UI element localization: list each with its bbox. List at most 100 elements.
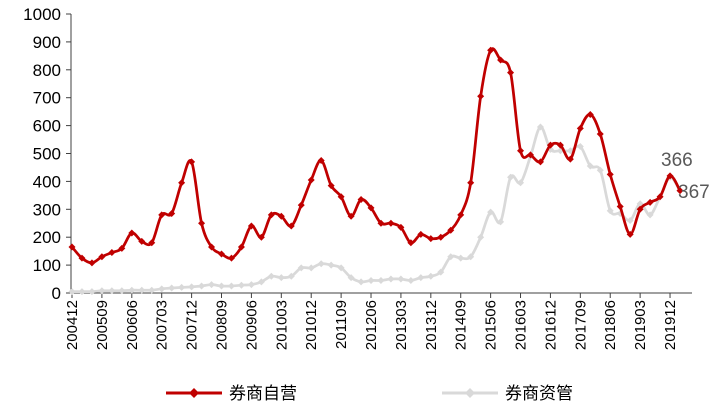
data-point [497, 218, 505, 226]
legend-item-asset-mgmt: 券商资管 [442, 384, 573, 403]
x-tick-label: 200906 [243, 300, 260, 350]
y-tick-label: 600 [33, 117, 61, 136]
data-point [357, 196, 365, 204]
y-axis-ticks: 0 100 200 300 400 500 600 700 800 900 1000 [23, 5, 71, 303]
data-point [88, 288, 96, 296]
x-tick-label: 201612 [542, 300, 559, 350]
y-tick-label: 100 [33, 256, 61, 275]
x-tick-label: 200412 [64, 300, 81, 350]
data-point [397, 275, 405, 283]
data-point [297, 264, 305, 272]
data-point [287, 222, 295, 230]
data-point [188, 158, 196, 166]
data-point [397, 223, 405, 231]
data-point [646, 198, 654, 206]
data-point [427, 272, 435, 280]
data-point [626, 230, 634, 238]
data-point [227, 254, 235, 262]
end-label-asset-mgmt: 366 [661, 150, 693, 171]
data-point [178, 283, 186, 291]
x-tick-label: 200809 [214, 300, 231, 350]
data-point [208, 243, 216, 251]
x-tick-label: 201303 [393, 300, 410, 350]
data-point [457, 254, 465, 262]
x-tick-label: 201012 [303, 300, 320, 350]
data-point [88, 259, 96, 267]
chart-axes [70, 14, 692, 294]
data-point [596, 166, 604, 174]
data-point [387, 219, 395, 227]
data-point [507, 69, 515, 77]
data-point [118, 287, 126, 295]
data-point [546, 141, 554, 149]
data-point [327, 261, 335, 269]
x-tick-label: 201003 [273, 300, 290, 350]
data-point [208, 281, 216, 289]
data-point [218, 282, 226, 290]
x-tick-label: 201903 [632, 300, 649, 350]
data-point [487, 46, 495, 54]
x-tick-label: 201206 [363, 300, 380, 350]
end-labels: 366 367 [661, 150, 710, 203]
data-point [307, 176, 315, 184]
y-tick-label: 900 [33, 33, 61, 52]
data-point [666, 172, 674, 180]
data-point [78, 254, 86, 262]
series-asset-mgmt [68, 123, 684, 296]
data-point [158, 211, 166, 219]
data-point [536, 158, 544, 166]
y-tick-label: 200 [33, 228, 61, 247]
legend-marker-proprietary [189, 388, 199, 398]
data-point [447, 226, 455, 234]
data-point [377, 219, 385, 227]
series-proprietary [68, 46, 684, 267]
data-point [586, 162, 594, 170]
data-point [337, 264, 345, 272]
y-tick-label: 0 [52, 284, 61, 303]
legend: 券商自营 券商资管 [166, 384, 573, 403]
data-point [257, 278, 265, 286]
data-point [487, 208, 495, 216]
data-point [417, 230, 425, 238]
data-point [427, 235, 435, 243]
data-point [327, 182, 335, 190]
end-label-proprietary: 367 [678, 182, 710, 203]
data-point [138, 286, 146, 294]
data-point [347, 212, 355, 220]
y-tick-label: 1000 [23, 5, 61, 24]
data-point [317, 260, 325, 268]
data-point [636, 205, 644, 213]
legend-label-proprietary: 券商自营 [229, 384, 297, 403]
series-asset-mgmt-line [71, 125, 682, 294]
data-point [656, 193, 664, 201]
data-point [387, 275, 395, 283]
data-point [257, 233, 265, 241]
series-lines [68, 46, 684, 296]
x-tick-label: 200509 [94, 300, 111, 350]
data-point [198, 282, 206, 290]
series-proprietary-line [70, 47, 682, 265]
x-axis-ticks: 200412 200509 200606 200703 200712 200809 2009… [64, 293, 679, 350]
data-point [616, 203, 624, 211]
data-point [576, 124, 584, 132]
data-point [437, 233, 445, 241]
data-point [297, 201, 305, 209]
data-point [596, 130, 604, 138]
y-tick-label: 300 [33, 200, 61, 219]
data-point [526, 151, 534, 159]
data-point [676, 187, 684, 195]
legend-marker-asset-mgmt [465, 388, 475, 398]
data-point [198, 219, 206, 227]
data-point [576, 143, 584, 151]
data-point [108, 287, 116, 295]
data-point [646, 211, 654, 219]
x-tick-label: 201109 [333, 300, 350, 349]
data-point [168, 284, 176, 292]
y-tick-label: 700 [33, 89, 61, 108]
y-tick-label: 500 [33, 145, 61, 164]
data-point [407, 276, 415, 284]
data-point [178, 179, 186, 187]
data-point [317, 156, 325, 164]
data-point [447, 253, 455, 261]
data-point [407, 239, 415, 247]
